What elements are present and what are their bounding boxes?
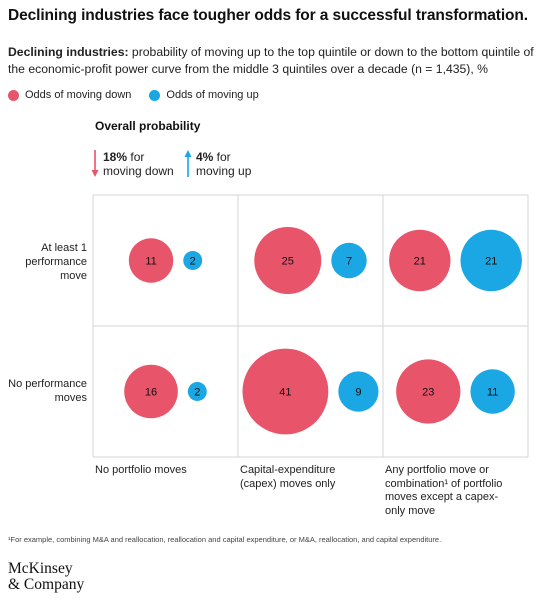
bubble-up — [331, 242, 367, 279]
col-label-3-text: Any portfolio move or combination¹ of po… — [385, 464, 503, 517]
subtitle-text: probability of moving up to the top quin… — [8, 45, 534, 76]
logo-line-1: McKinsey — [8, 560, 73, 577]
legend-item-up: Odds of moving up — [149, 89, 259, 101]
overall-down-text-1: for — [127, 150, 145, 164]
bubble-down — [124, 364, 178, 419]
bubble-up-label: 7 — [346, 256, 352, 268]
overall-up-text-1: for — [213, 150, 231, 164]
row-label-no-performance-moves: No performance moves — [0, 377, 87, 405]
bubble-up — [338, 371, 379, 412]
legend-up-label: Odds of moving up — [166, 89, 259, 101]
overall-up-value: 4% — [196, 150, 214, 164]
legend-down-dot — [8, 89, 19, 101]
col-label-2-text: Capital-expenditure (capex) moves only — [240, 464, 336, 490]
bubble-up-label: 11 — [487, 387, 498, 399]
arrow-down-icon — [91, 150, 99, 177]
arrow-up-icon — [184, 150, 192, 177]
row-label-2-text: No performance moves — [8, 378, 87, 404]
bubble-up-label: 2 — [194, 387, 200, 399]
bubble-cell-1-2: 23 11 — [396, 359, 515, 424]
legend: Odds of moving down Odds of moving up — [8, 89, 277, 101]
col-label-capex: Capital-expenditure (capex) moves only — [240, 464, 380, 491]
chart-subtitle: Declining industries: probability of mov… — [8, 44, 534, 78]
bubble-up — [183, 251, 203, 270]
bubble-cell-0-2: 21 21 — [389, 229, 522, 292]
bubble-cell-1-1: 41 9 — [242, 348, 379, 435]
bubble-down — [389, 229, 451, 292]
legend-item-down: Odds of moving down — [8, 89, 131, 101]
row-label-performance-move: At least 1 performance move — [10, 241, 87, 283]
bubble-down-label: 11 — [145, 256, 156, 268]
legend-down-label: Odds of moving down — [25, 89, 132, 101]
bubble-down-label: 16 — [145, 387, 157, 399]
footnote: ¹For example, combining M&A and realloca… — [8, 535, 442, 544]
overall-up-text-2: moving up — [196, 164, 252, 178]
overall-down: 18% for moving down — [103, 150, 174, 178]
overall-down-text-2: moving down — [103, 164, 174, 178]
bubble-down-label: 41 — [279, 387, 291, 399]
bubble-down — [242, 348, 329, 435]
col-label-no-portfolio: No portfolio moves — [95, 464, 235, 478]
bubble-up-label: 21 — [485, 256, 497, 268]
bubble-up — [470, 369, 515, 414]
col-label-any-portfolio: Any portfolio move or combination¹ of po… — [385, 464, 535, 518]
subtitle-bold: Declining industries: — [8, 45, 129, 59]
overall-up: 4% for moving up — [196, 150, 251, 178]
bubble-down — [396, 359, 461, 424]
bubble-down — [254, 227, 322, 294]
bubble-down-label: 21 — [414, 256, 426, 268]
bubble-up — [460, 229, 522, 292]
legend-up-dot — [149, 89, 161, 101]
bubble-cell-0-1: 25 7 — [254, 227, 367, 294]
bubble-cell-0-0: 11 2 — [128, 238, 203, 283]
row-label-1-text: At least 1 performance move — [25, 242, 87, 282]
overall-down-value: 18% — [103, 150, 128, 164]
logo-line-2: & Company — [8, 576, 85, 593]
bubble-down — [128, 238, 174, 283]
overall-probability-title: Overall probability — [95, 119, 201, 133]
bubble-cell-1-0: 16 2 — [124, 364, 207, 419]
bubble-up-label: 2 — [190, 256, 196, 268]
chart-title: Declining industries face tougher odds f… — [8, 7, 528, 24]
bubble-up — [187, 382, 207, 401]
bubble-down-label: 25 — [282, 256, 294, 268]
col-label-1-text: No portfolio moves — [95, 464, 187, 476]
mckinsey-logo: McKinsey & Company — [8, 561, 84, 593]
bubble-up-label: 9 — [355, 387, 361, 399]
bubble-down-label: 23 — [422, 387, 434, 399]
